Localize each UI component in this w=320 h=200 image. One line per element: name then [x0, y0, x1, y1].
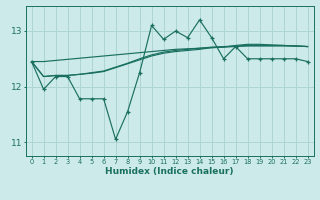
X-axis label: Humidex (Indice chaleur): Humidex (Indice chaleur) [105, 167, 234, 176]
